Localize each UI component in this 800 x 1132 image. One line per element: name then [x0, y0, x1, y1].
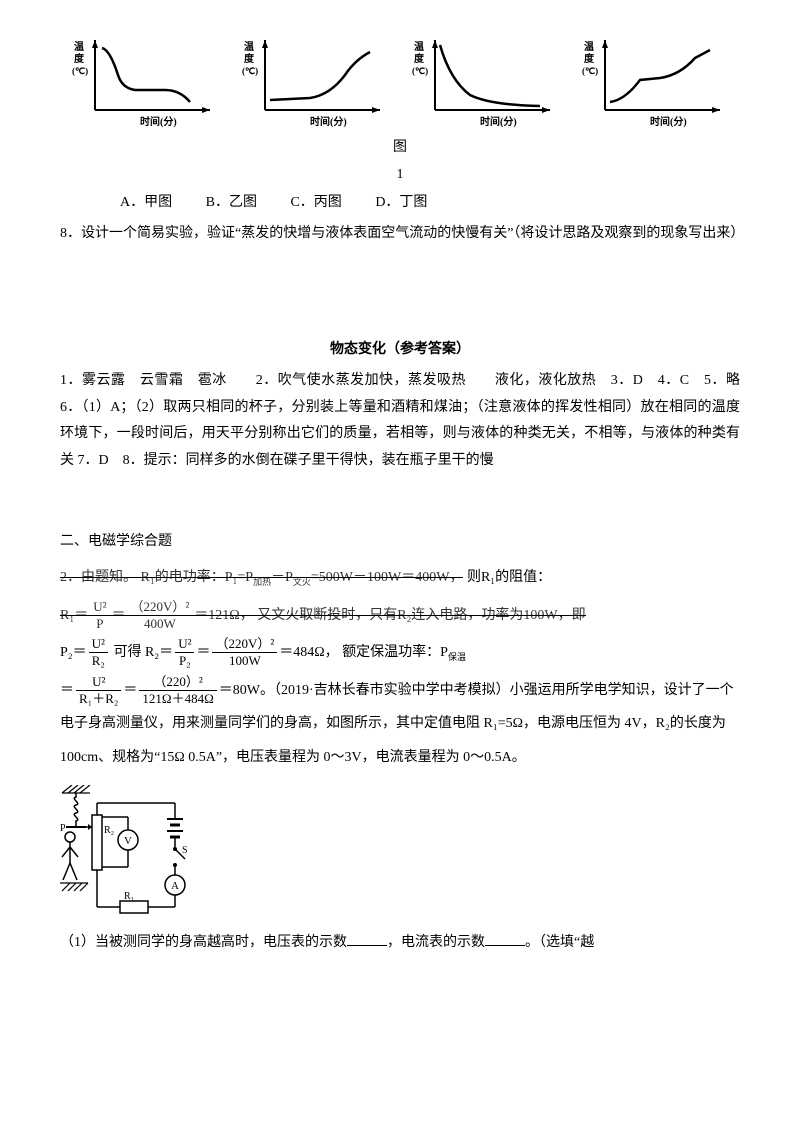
- svg-text:P: P: [60, 823, 66, 834]
- svg-text:时间(分): 时间(分): [140, 115, 177, 128]
- option-b: B．乙图: [206, 195, 257, 210]
- option-c: C．丙图: [290, 195, 341, 210]
- svg-text:R₁: R₁: [124, 891, 134, 902]
- svg-text:温: 温: [244, 40, 254, 53]
- eq-line-3: P₂＝U²R₂ 可得 R₂＝U²P₂＝（220V）²100W＝484Ω， 额定保…: [60, 636, 740, 670]
- q1-post: 。（选填“越: [525, 935, 594, 950]
- svg-text:S: S: [182, 845, 188, 856]
- svg-text:时间(分): 时间(分): [480, 115, 517, 128]
- blank-2: [485, 932, 525, 946]
- eq-line-1: 2．由题知。 R₁的电功率：P₁=P加热－P文火=500W－100W＝400W，…: [60, 561, 740, 595]
- frac-p2-1: U²R₂: [89, 637, 108, 669]
- graph-yi: 温 度 (℃) 时间(分): [240, 30, 390, 130]
- options-row: A．甲图 B．乙图 C．丙图 D．丁图: [60, 190, 740, 217]
- q1-pre: （1）当被测同学的身高越高时，电压表的示数: [60, 935, 347, 950]
- frac-p2-2: U²P₂: [175, 637, 194, 669]
- blank-1: [347, 932, 387, 946]
- svg-text:度: 度: [414, 52, 425, 65]
- frac-p2-3: （220V）²100W: [212, 637, 277, 669]
- svg-text:V: V: [124, 835, 132, 847]
- p2-res: ＝484Ω，: [279, 645, 338, 660]
- svg-text:温: 温: [74, 40, 84, 53]
- svg-text:度: 度: [584, 52, 595, 65]
- caption-text: 图: [393, 140, 407, 155]
- answers-body: 1．雾云露 云雪霜 雹冰 2．吹气使水蒸发加快，蒸发吸热 液化，液化放热 3．D…: [60, 368, 740, 474]
- circuit-diagram: P R₂ S: [60, 785, 210, 925]
- graph-bing: 温 度 (℃) 时间(分): [410, 30, 560, 130]
- svg-text:度: 度: [74, 52, 85, 65]
- strike-text-1: 2．由题知。 R₁的电功率：P₁=P加热－P文火=500W－100W＝400W，: [60, 561, 463, 595]
- svg-text:(℃): (℃): [412, 66, 428, 76]
- frac-final-2: （220）²121Ω＋484Ω: [139, 675, 216, 707]
- eq-line-2: R₁＝U²P＝（220V）²400W＝121Ω， 又文火取断投时，只有R₂连入电…: [60, 599, 740, 633]
- question-8: 8．设计一个简易实验，验证“蒸发的快增与液体表面空气流动的快慢有关”（将设计思路…: [60, 221, 740, 248]
- svg-text:R₂: R₂: [104, 825, 114, 836]
- question-1: （1）当被测同学的身高越高时，电压表的示数 ，电流表的示数 。（选填“越: [60, 930, 740, 957]
- svg-text:A: A: [171, 880, 179, 892]
- frac-final-1: U²R₁＋R₂: [76, 675, 121, 707]
- p2-tailsub: 保温: [448, 652, 466, 662]
- svg-text:(℃): (℃): [72, 66, 88, 76]
- svg-text:时间(分): 时间(分): [650, 115, 687, 128]
- graph-ding: 温 度 (℃) 时间(分): [580, 30, 730, 130]
- caption-num: 1: [397, 167, 404, 182]
- strike-text-2: R₁＝U²P＝（220V）²400W＝121Ω， 又文火取断投时，只有R₂连入电…: [60, 599, 586, 633]
- answers-title: 物态变化（参考答案）: [60, 337, 740, 364]
- final-lhs: ＝: [60, 683, 74, 698]
- svg-text:温: 温: [414, 40, 424, 53]
- problem-2: 2．由题知。 R₁的电功率：P₁=P加热－P文火=500W－100W＝400W，…: [60, 561, 740, 775]
- svg-text:温: 温: [584, 40, 594, 53]
- svg-text:时间(分): 时间(分): [310, 115, 347, 128]
- final-res: ＝80W。: [219, 683, 274, 698]
- eq-line-4: ＝U²R₁＋R₂＝（220）²121Ω＋484Ω＝80W。（2019·吉林长春市…: [60, 674, 740, 775]
- p2-lhs: P₂＝: [60, 645, 87, 660]
- figure-caption: 图 1: [60, 135, 740, 188]
- graph-jia: 温 度 (℃) 时间(分): [70, 30, 220, 130]
- q1-mid: ，电流表的示数: [387, 935, 485, 950]
- final-mid: ＝: [123, 683, 137, 698]
- option-d: D．丁图: [375, 195, 427, 210]
- p2-tail: 额定保温功率：P: [342, 645, 448, 660]
- graphs-row: 温 度 (℃) 时间(分) 温 度 (℃) 时间(分) 温 度: [60, 30, 740, 130]
- svg-text:(℃): (℃): [242, 66, 258, 76]
- p2-mid2: ＝: [196, 645, 210, 660]
- section-2-title: 二、电磁学综合题: [60, 529, 740, 556]
- svg-text:度: 度: [244, 52, 255, 65]
- svg-text:(℃): (℃): [582, 66, 598, 76]
- option-a: A．甲图: [120, 195, 172, 210]
- intro-suffix: 则R₁的阻值：: [467, 570, 551, 585]
- p2-mid1: 可得 R₂＝: [113, 645, 173, 660]
